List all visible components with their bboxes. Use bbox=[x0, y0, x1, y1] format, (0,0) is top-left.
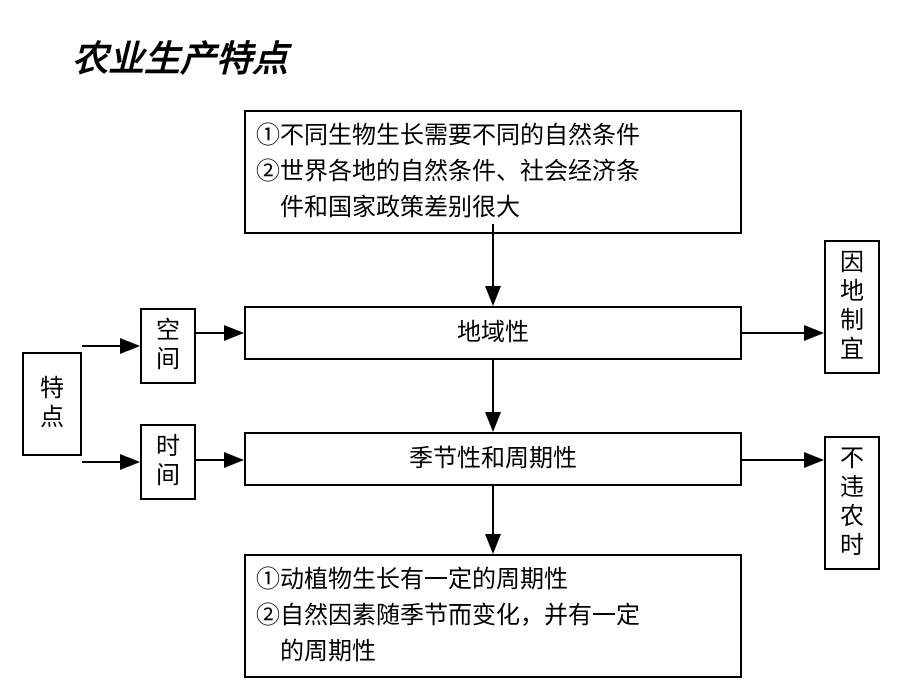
char: 点 bbox=[40, 404, 64, 433]
char: 特 bbox=[40, 375, 64, 404]
node-features: 特 点 bbox=[22, 352, 82, 456]
reason-line: ②自然因素随季节而变化，并有一定 bbox=[256, 598, 730, 634]
node-follow-season: 不 违 农 时 bbox=[824, 436, 880, 570]
node-label: 地域性 bbox=[449, 311, 537, 355]
char: 因 bbox=[840, 249, 864, 278]
char: 不 bbox=[840, 445, 864, 474]
node-label: 季节性和周期性 bbox=[401, 437, 585, 481]
char: 空 bbox=[156, 317, 180, 346]
reason-line: 的周期性 bbox=[256, 634, 730, 670]
char: 地 bbox=[840, 278, 864, 307]
char: 时 bbox=[840, 532, 864, 561]
char: 间 bbox=[156, 462, 180, 491]
char: 间 bbox=[156, 346, 180, 375]
reason-line: ①不同生物生长需要不同的自然条件 bbox=[256, 118, 730, 154]
char: 农 bbox=[840, 503, 864, 532]
char: 制 bbox=[840, 307, 864, 336]
page-title: 农业生产特点 bbox=[72, 30, 288, 82]
node-time: 时 间 bbox=[140, 424, 196, 500]
reason-line: ①动植物生长有一定的周期性 bbox=[256, 562, 730, 598]
node-adapt-local: 因 地 制 宜 bbox=[824, 240, 880, 374]
char: 宜 bbox=[840, 336, 864, 365]
node-space: 空 间 bbox=[140, 308, 196, 384]
reason-line: ②世界各地的自然条件、社会经济条 bbox=[256, 154, 730, 190]
reason-line: 件和国家政策差别很大 bbox=[256, 190, 730, 226]
node-bottom-reasons: ①动植物生长有一定的周期性 ②自然因素随季节而变化，并有一定 的周期性 bbox=[244, 554, 742, 678]
char: 时 bbox=[156, 433, 180, 462]
char: 违 bbox=[840, 474, 864, 503]
node-top-reasons: ①不同生物生长需要不同的自然条件 ②世界各地的自然条件、社会经济条 件和国家政策… bbox=[244, 110, 742, 234]
node-regional: 地域性 bbox=[244, 306, 742, 360]
node-seasonal: 季节性和周期性 bbox=[244, 432, 742, 486]
